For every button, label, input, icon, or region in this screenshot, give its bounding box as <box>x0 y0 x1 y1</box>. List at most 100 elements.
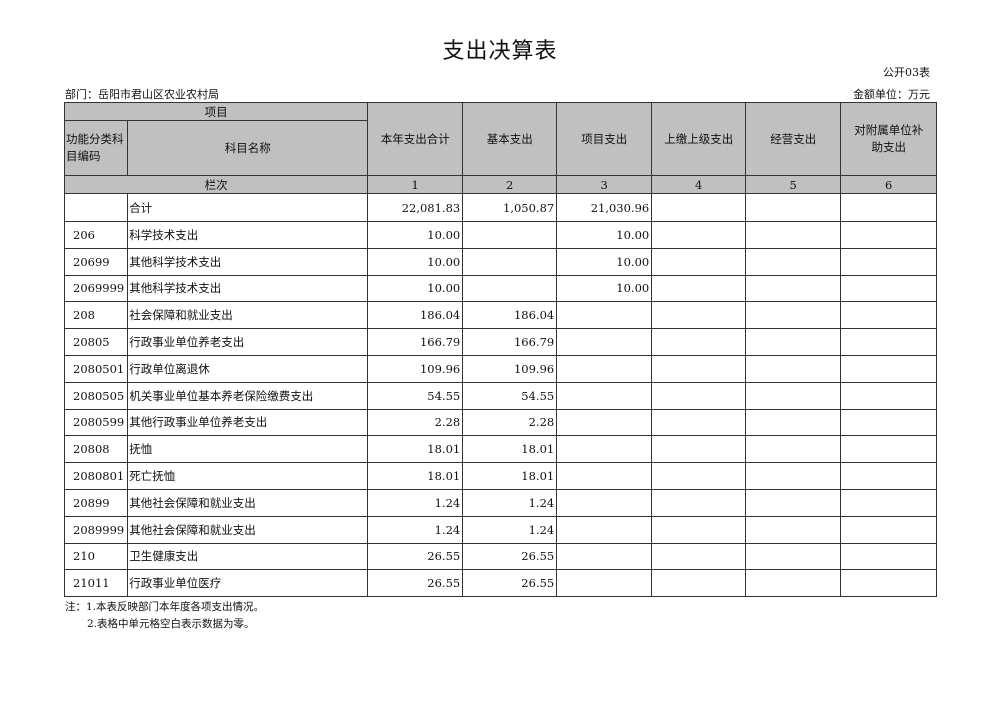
row-value-col-3: 10.00 <box>556 221 653 249</box>
row-value-col-2: 109.96 <box>462 354 558 383</box>
row-name: 其他科学技术支出 <box>127 274 369 303</box>
row-code: 20805 <box>63 328 129 356</box>
row-value-col-4 <box>651 193 747 222</box>
row-code: 2069999 <box>63 274 129 303</box>
row-value-col-3 <box>556 328 653 356</box>
row-value-col-3 <box>556 515 653 544</box>
row-value-col-1: 18.01 <box>367 435 464 464</box>
row-code: 2080501 <box>63 354 129 383</box>
row-name: 抚恤 <box>127 435 369 464</box>
header-col-2: 基本支出 <box>462 102 558 176</box>
row-value-col-1: 10.00 <box>367 221 464 249</box>
table-row: 2080801 死亡抚恤 18.01 18.01 <box>63 462 938 490</box>
row-value-col-4 <box>651 542 747 571</box>
table-row: 20808 抚恤 18.01 18.01 <box>63 435 938 464</box>
table-row: 206 科学技术支出 10.00 10.00 <box>63 221 938 249</box>
row-value-col-2: 1.24 <box>462 515 558 544</box>
row-value-col-6 <box>840 408 938 437</box>
row-value-col-4 <box>651 247 747 276</box>
row-code: 20699 <box>63 247 129 276</box>
column-number: 5 <box>745 175 842 194</box>
row-value-col-3 <box>556 569 653 598</box>
row-name: 机关事业单位基本养老保险缴费支出 <box>127 381 369 410</box>
row-value-col-5 <box>745 354 842 383</box>
row-value-col-3 <box>556 408 653 437</box>
column-number: 3 <box>556 175 653 194</box>
row-value-col-5 <box>745 328 842 356</box>
row-name: 行政事业单位养老支出 <box>127 328 369 356</box>
row-value-col-5 <box>745 274 842 303</box>
row-code: 20899 <box>63 488 129 517</box>
header-col-4: 上缴上级支出 <box>651 102 747 176</box>
row-value-col-5 <box>745 247 842 276</box>
row-value-col-3: 10.00 <box>556 247 653 276</box>
row-name: 卫生健康支出 <box>127 542 369 571</box>
header-name: 科目名称 <box>127 120 369 176</box>
row-value-col-1: 2.28 <box>367 408 464 437</box>
row-value-col-6 <box>840 354 938 383</box>
row-value-col-4 <box>651 515 747 544</box>
table-row: 210 卫生健康支出 26.55 26.55 <box>63 542 938 571</box>
column-number: 6 <box>840 175 938 194</box>
row-value-col-1: 54.55 <box>367 381 464 410</box>
table-row: 2089999 其他社会保障和就业支出 1.24 1.24 <box>63 515 938 544</box>
row-code: 2080505 <box>63 381 129 410</box>
row-value-col-1: 10.00 <box>367 247 464 276</box>
row-value-col-4 <box>651 354 747 383</box>
row-name: 科学技术支出 <box>127 221 369 249</box>
row-value-col-3 <box>556 301 653 330</box>
row-value-col-5 <box>745 193 842 222</box>
row-code: 208 <box>63 301 129 330</box>
header-col-6: 对附属单位补助支出 <box>840 102 938 176</box>
row-value-col-4 <box>651 301 747 330</box>
row-value-col-5 <box>745 408 842 437</box>
column-number: 2 <box>462 175 558 194</box>
table-row: 2069999 其他科学技术支出 10.00 10.00 <box>63 274 938 303</box>
row-value-col-1: 26.55 <box>367 542 464 571</box>
row-value-col-3 <box>556 354 653 383</box>
row-value-col-6 <box>840 569 938 598</box>
row-value-col-6 <box>840 515 938 544</box>
row-value-col-2: 26.55 <box>462 569 558 598</box>
row-value-col-4 <box>651 488 747 517</box>
expenditure-table: 项目 本年支出合计 基本支出 项目支出 上缴上级支出 经营支出 对附属单位补助支… <box>63 102 938 598</box>
row-value-col-5 <box>745 221 842 249</box>
row-value-col-2: 1,050.87 <box>462 193 558 222</box>
row-value-col-4 <box>651 274 747 303</box>
row-value-col-6 <box>840 301 938 330</box>
row-code <box>63 193 129 222</box>
page-title: 支出决算表 <box>442 39 558 64</box>
row-value-col-6 <box>840 381 938 410</box>
column-number: 1 <box>367 175 464 194</box>
form-code: 公开03表 <box>883 66 930 79</box>
row-code: 2080599 <box>63 408 129 437</box>
row-value-col-1: 26.55 <box>367 569 464 598</box>
row-value-col-4 <box>651 221 747 249</box>
row-value-col-5 <box>745 462 842 490</box>
table-row: 20899 其他社会保障和就业支出 1.24 1.24 <box>63 488 938 517</box>
row-value-col-5 <box>745 569 842 598</box>
row-value-col-1: 109.96 <box>367 354 464 383</box>
unit-label: 金额单位：万元 <box>853 88 930 101</box>
header-code: 功能分类科目编码 <box>63 120 129 176</box>
row-code: 2080801 <box>63 462 129 490</box>
row-name: 行政单位离退休 <box>127 354 369 383</box>
row-value-col-2: 166.79 <box>462 328 558 356</box>
row-value-col-5 <box>745 515 842 544</box>
row-value-col-2: 186.04 <box>462 301 558 330</box>
row-code: 2089999 <box>63 515 129 544</box>
row-value-col-3 <box>556 462 653 490</box>
table-row: 2080501 行政单位离退休 109.96 109.96 <box>63 354 938 383</box>
row-value-col-3 <box>556 381 653 410</box>
row-value-col-3: 21,030.96 <box>556 193 653 222</box>
row-value-col-3 <box>556 488 653 517</box>
header-col-1: 本年支出合计 <box>367 102 464 176</box>
row-name: 其他社会保障和就业支出 <box>127 488 369 517</box>
row-value-col-1: 10.00 <box>367 274 464 303</box>
row-value-col-4 <box>651 462 747 490</box>
row-value-col-1: 166.79 <box>367 328 464 356</box>
row-name: 合计 <box>127 193 369 222</box>
row-value-col-6 <box>840 193 938 222</box>
row-value-col-4 <box>651 408 747 437</box>
row-value-col-6 <box>840 247 938 276</box>
